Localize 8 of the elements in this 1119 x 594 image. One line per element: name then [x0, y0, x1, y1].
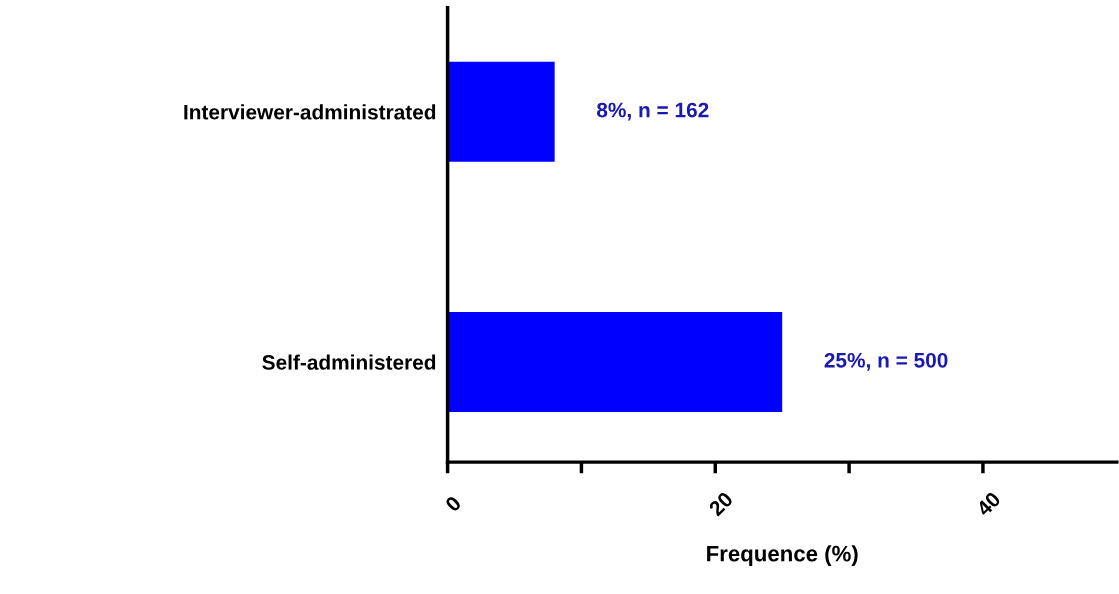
x-tick-label: 40 [975, 491, 1002, 518]
x-tick-label: 0 [444, 495, 462, 513]
data-label: 25%, n = 500 [824, 352, 948, 371]
x-axis-title: Frequence (%) [707, 545, 858, 566]
y-tick-label: Self-administered [262, 354, 436, 370]
y-tick-label: Interviewer-administrated [184, 104, 436, 120]
data-label: 8%, n = 162 [596, 102, 709, 121]
x-tick-label: 20 [707, 491, 734, 517]
